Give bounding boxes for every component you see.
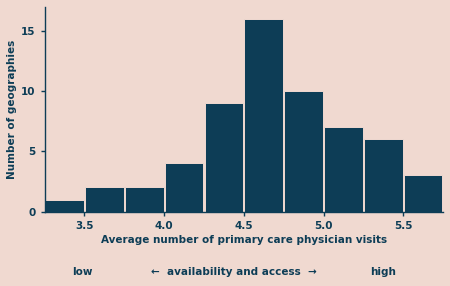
Bar xyxy=(85,187,124,212)
Bar xyxy=(284,91,323,212)
Text: ←  availability and access  →: ← availability and access → xyxy=(151,267,317,277)
Text: low: low xyxy=(72,267,93,277)
Y-axis label: Number of geographies: Number of geographies xyxy=(7,40,17,179)
Bar xyxy=(45,200,84,212)
Text: high: high xyxy=(370,267,396,277)
Bar xyxy=(205,103,243,212)
Bar xyxy=(364,139,403,212)
Bar xyxy=(404,175,442,212)
Bar xyxy=(444,200,450,212)
Bar xyxy=(125,187,163,212)
Bar xyxy=(165,163,203,212)
Bar xyxy=(324,127,363,212)
Bar xyxy=(244,19,283,212)
X-axis label: Average number of primary care physician visits: Average number of primary care physician… xyxy=(101,235,387,245)
